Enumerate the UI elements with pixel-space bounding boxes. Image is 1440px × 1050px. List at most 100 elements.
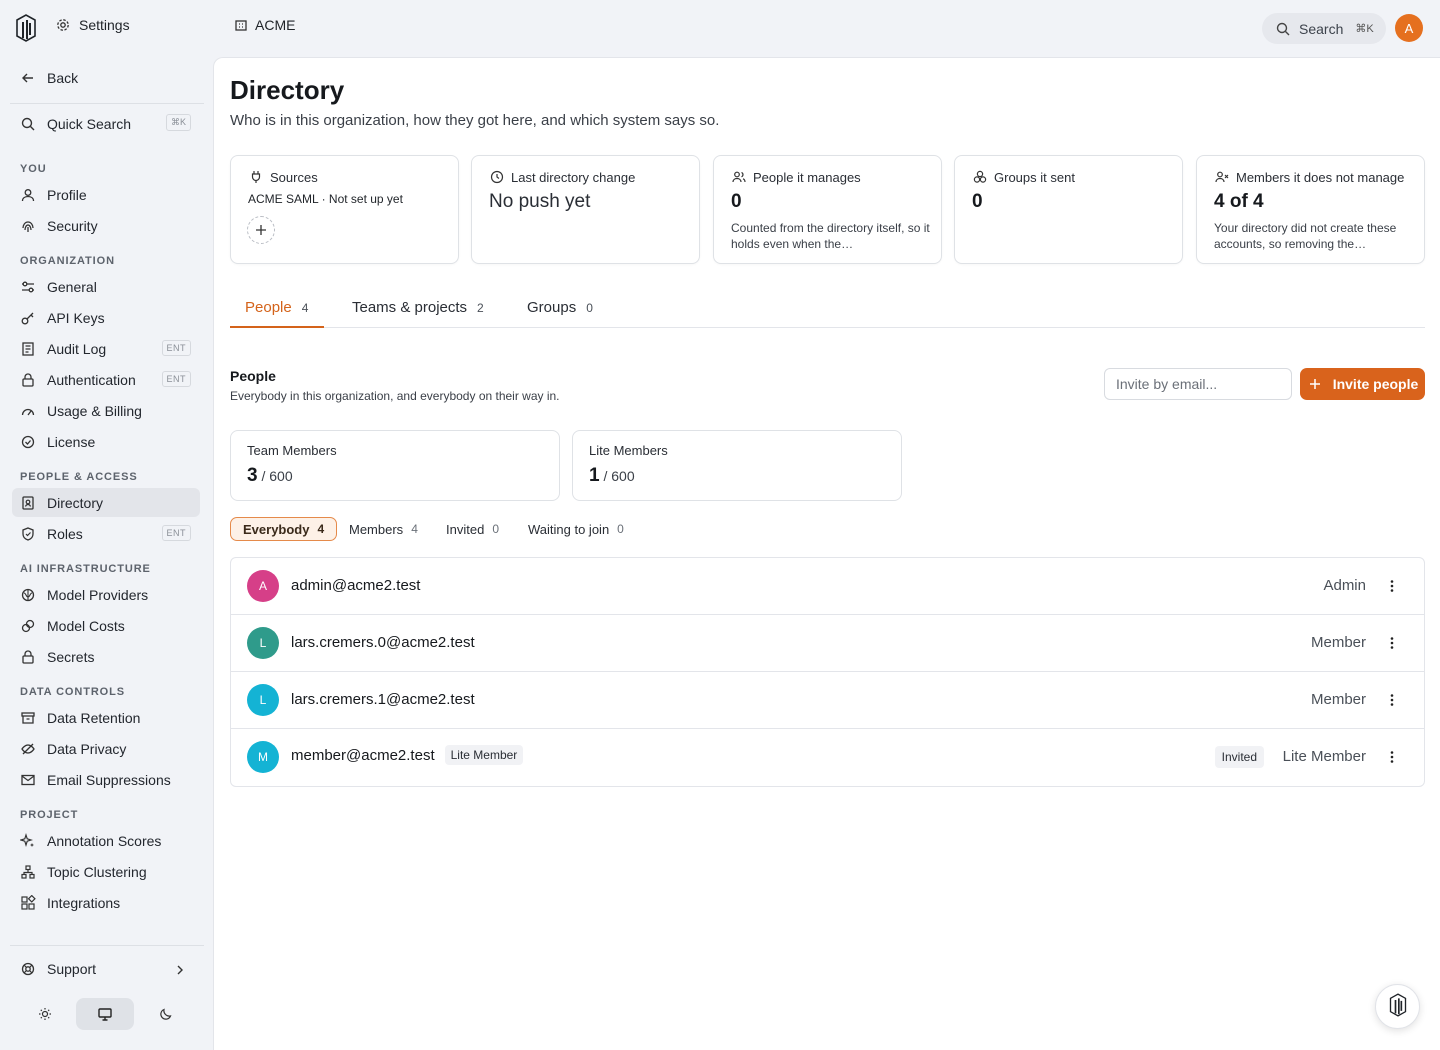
filter-label: Members [349,521,404,537]
sidebar-item-data-retention[interactable]: Data Retention [12,703,200,732]
lock-icon [20,372,36,388]
sidebar-item-usage-billing[interactable]: Usage & Billing [12,396,200,425]
source-chip[interactable]: ACME SAML · Not set up yet [248,192,403,206]
chevron-right-icon [172,962,188,978]
sources-label: Sources [270,169,318,185]
status-badge: Invited [1214,746,1264,768]
sidebar-item-secrets[interactable]: Secrets [12,642,200,671]
org-label: ACME [255,17,296,33]
people-managed-label-row: People it manages [731,169,861,185]
sidebar-item-authentication[interactable]: Authentication ENT [12,365,200,394]
row-actions-button[interactable] [1382,690,1402,710]
sidebar-item-license[interactable]: License [12,427,200,456]
person-role[interactable]: Lite Member [1282,748,1366,765]
tab-groups[interactable]: Groups 0 [511,292,593,328]
section-people-access: PEOPLE & ACCESS [20,471,138,483]
table-row[interactable]: M member@acme2.test Lite Member Invited … [231,729,1424,786]
filter-waiting-to-join[interactable]: Waiting to join 0 [516,517,636,541]
directory-tabs: People 4 Teams & projects 2 Groups 0 [230,292,1425,328]
theme-dark-button[interactable] [137,998,195,1030]
sidebar-item-security[interactable]: Security [12,211,200,240]
eye-off-icon [20,741,36,757]
person-email: lars.cremers.1@acme2.test [291,691,475,708]
tab-label: Teams & projects [352,299,468,316]
sidebar-item-api-keys[interactable]: API Keys [12,303,200,332]
person-role[interactable]: Member [1310,634,1366,651]
row-actions-button[interactable] [1382,576,1402,596]
org-breadcrumb[interactable]: ACME [233,17,295,33]
sidebar-item-support[interactable]: Support [12,954,200,983]
sidebar-item-data-privacy[interactable]: Data Privacy [12,734,200,763]
sidebar-item-directory[interactable]: Directory [12,488,200,517]
settings-label: Settings [79,17,130,33]
sidebar-item-general[interactable]: General [12,272,200,301]
theme-system-button[interactable] [76,998,134,1030]
table-row[interactable]: L lars.cremers.1@acme2.test Member [231,672,1424,729]
section-organization: ORGANIZATION [20,255,115,267]
arrow-left-icon [20,70,36,86]
more-vertical-icon [1384,578,1400,594]
person-email: lars.cremers.0@acme2.test [291,634,475,651]
sidebar-item-email-suppressions[interactable]: Email Suppressions [12,765,200,794]
sidebar-quick-search[interactable]: Quick Search ⌘K [12,109,200,138]
app-logo[interactable] [14,14,38,42]
filter-everybody[interactable]: Everybody 4 [230,517,338,541]
coins-icon [20,618,36,634]
sidebar-item-model-providers[interactable]: Model Providers [12,580,200,609]
section-data-controls: DATA CONTROLS [20,686,125,698]
lite-members-seat-card: Lite Members 1 / 600 [572,430,902,501]
people-managed-value: 0 [731,191,742,212]
global-search-button[interactable]: Search ⌘K [1262,13,1386,44]
sidebar: Back Quick Search ⌘K YOU Profile Securit… [0,56,212,1050]
sources-label-row: Sources [248,169,318,185]
tab-teams-projects[interactable]: Teams & projects 2 [336,292,484,328]
invite-email-input[interactable] [1104,368,1292,400]
floating-assistant-button[interactable] [1375,984,1420,1029]
sidebar-item-profile[interactable]: Profile [12,180,200,209]
sidebar-item-label: General [47,278,97,295]
people-managed-desc: Counted from the directory itself, so it… [731,221,930,251]
section-project: PROJECT [20,809,79,821]
sidebar-back[interactable]: Back [12,63,200,92]
sidebar-item-annotation-scores[interactable]: Annotation Scores [12,826,200,855]
sidebar-item-label: Authentication [47,371,136,388]
plus-icon [253,222,269,238]
filter-members[interactable]: Members 4 [337,517,430,541]
row-actions-button[interactable] [1382,633,1402,653]
sidebar-item-audit-log[interactable]: Audit Log ENT [12,334,200,363]
sidebar-item-topic-clustering[interactable]: Topic Clustering [12,857,200,886]
log-icon [20,341,36,357]
building-icon [233,17,249,33]
sidebar-item-model-costs[interactable]: Model Costs [12,611,200,640]
filter-count: 4 [411,522,418,536]
filter-label: Waiting to join [528,521,610,537]
sources-card: Sources ACME SAML · Not set up yet [230,155,459,264]
person-role[interactable]: Member [1310,691,1366,708]
sidebar-item-roles[interactable]: Roles ENT [12,519,200,548]
filter-invited[interactable]: Invited 0 [434,517,511,541]
sidebar-item-label: Data Retention [47,709,141,726]
key-icon [20,310,36,326]
tab-people[interactable]: People 4 [230,292,325,328]
section-ai-infrastructure: AI INFRASTRUCTURE [20,563,151,575]
sidebar-divider [10,103,204,104]
more-vertical-icon [1384,692,1400,708]
person-role[interactable]: Admin [1323,577,1366,594]
table-row[interactable]: A admin@acme2.test Admin [231,558,1424,615]
table-row[interactable]: L lars.cremers.0@acme2.test Member [231,615,1424,672]
invite-people-button[interactable]: Invite people [1300,368,1425,400]
last-change-label-row: Last directory change [489,169,635,185]
user-avatar[interactable]: A [1395,14,1423,42]
row-actions-button[interactable] [1382,747,1402,767]
sidebar-item-integrations[interactable]: Integrations [12,888,200,917]
add-source-button[interactable] [247,216,275,244]
filter-count: 4 [317,522,325,536]
top-bar: Settings ACME Search ⌘K A [0,0,1440,56]
unmanaged-label-row: Members it does not manage [1214,169,1404,185]
groups-sent-value: 0 [972,191,983,212]
settings-breadcrumb[interactable]: Settings [55,17,130,33]
person-email-group: member@acme2.test Lite Member [291,745,524,765]
theme-light-button[interactable] [16,998,74,1030]
unmanaged-desc: Your directory did not create these acco… [1214,221,1397,251]
brain-icon [20,587,36,603]
